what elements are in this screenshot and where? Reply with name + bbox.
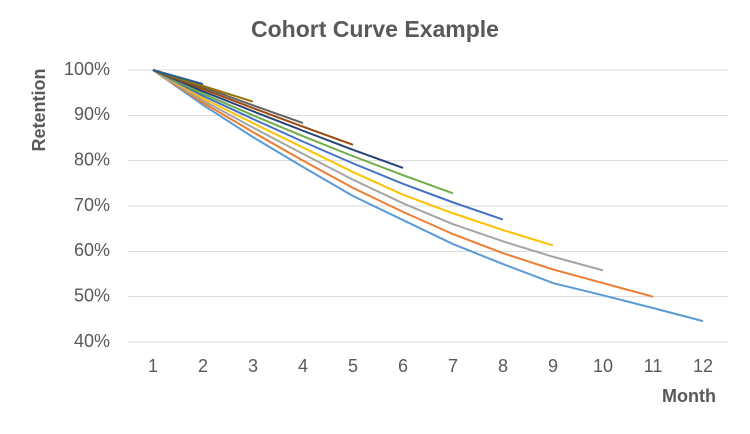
y-tick-label: 40% <box>74 331 110 351</box>
series-line <box>152 69 354 146</box>
x-tick-label: 6 <box>398 356 408 376</box>
series-line <box>152 69 604 272</box>
series-line <box>152 69 454 195</box>
series-line <box>152 69 554 247</box>
x-tick-label: 9 <box>548 356 558 376</box>
y-tick-label: 70% <box>74 195 110 215</box>
x-tick-label: 1 <box>148 356 158 376</box>
x-tick-label: 8 <box>498 356 508 376</box>
series-line <box>152 69 704 323</box>
series-line <box>152 69 654 298</box>
y-tick-label: 60% <box>74 240 110 260</box>
series-line <box>152 69 204 86</box>
y-axis-label: Retention <box>29 69 49 152</box>
y-tick-label: 100% <box>64 59 110 79</box>
x-tick-label: 12 <box>693 356 713 376</box>
y-tick-label: 50% <box>74 285 110 305</box>
series-line <box>152 69 404 169</box>
series-line <box>152 69 504 221</box>
chart-title: Cohort Curve Example <box>251 16 499 42</box>
x-tick-label: 4 <box>298 356 308 376</box>
x-tick-label: 10 <box>593 356 613 376</box>
x-axis-label: Month <box>662 386 716 406</box>
x-tick-label: 3 <box>248 356 258 376</box>
x-tick-label: 7 <box>448 356 458 376</box>
y-tick-label: 90% <box>74 104 110 124</box>
x-tick-label: 2 <box>198 356 208 376</box>
x-tick-label: 5 <box>348 356 358 376</box>
x-tick-label: 11 <box>644 356 663 376</box>
y-tick-label: 80% <box>74 149 110 169</box>
